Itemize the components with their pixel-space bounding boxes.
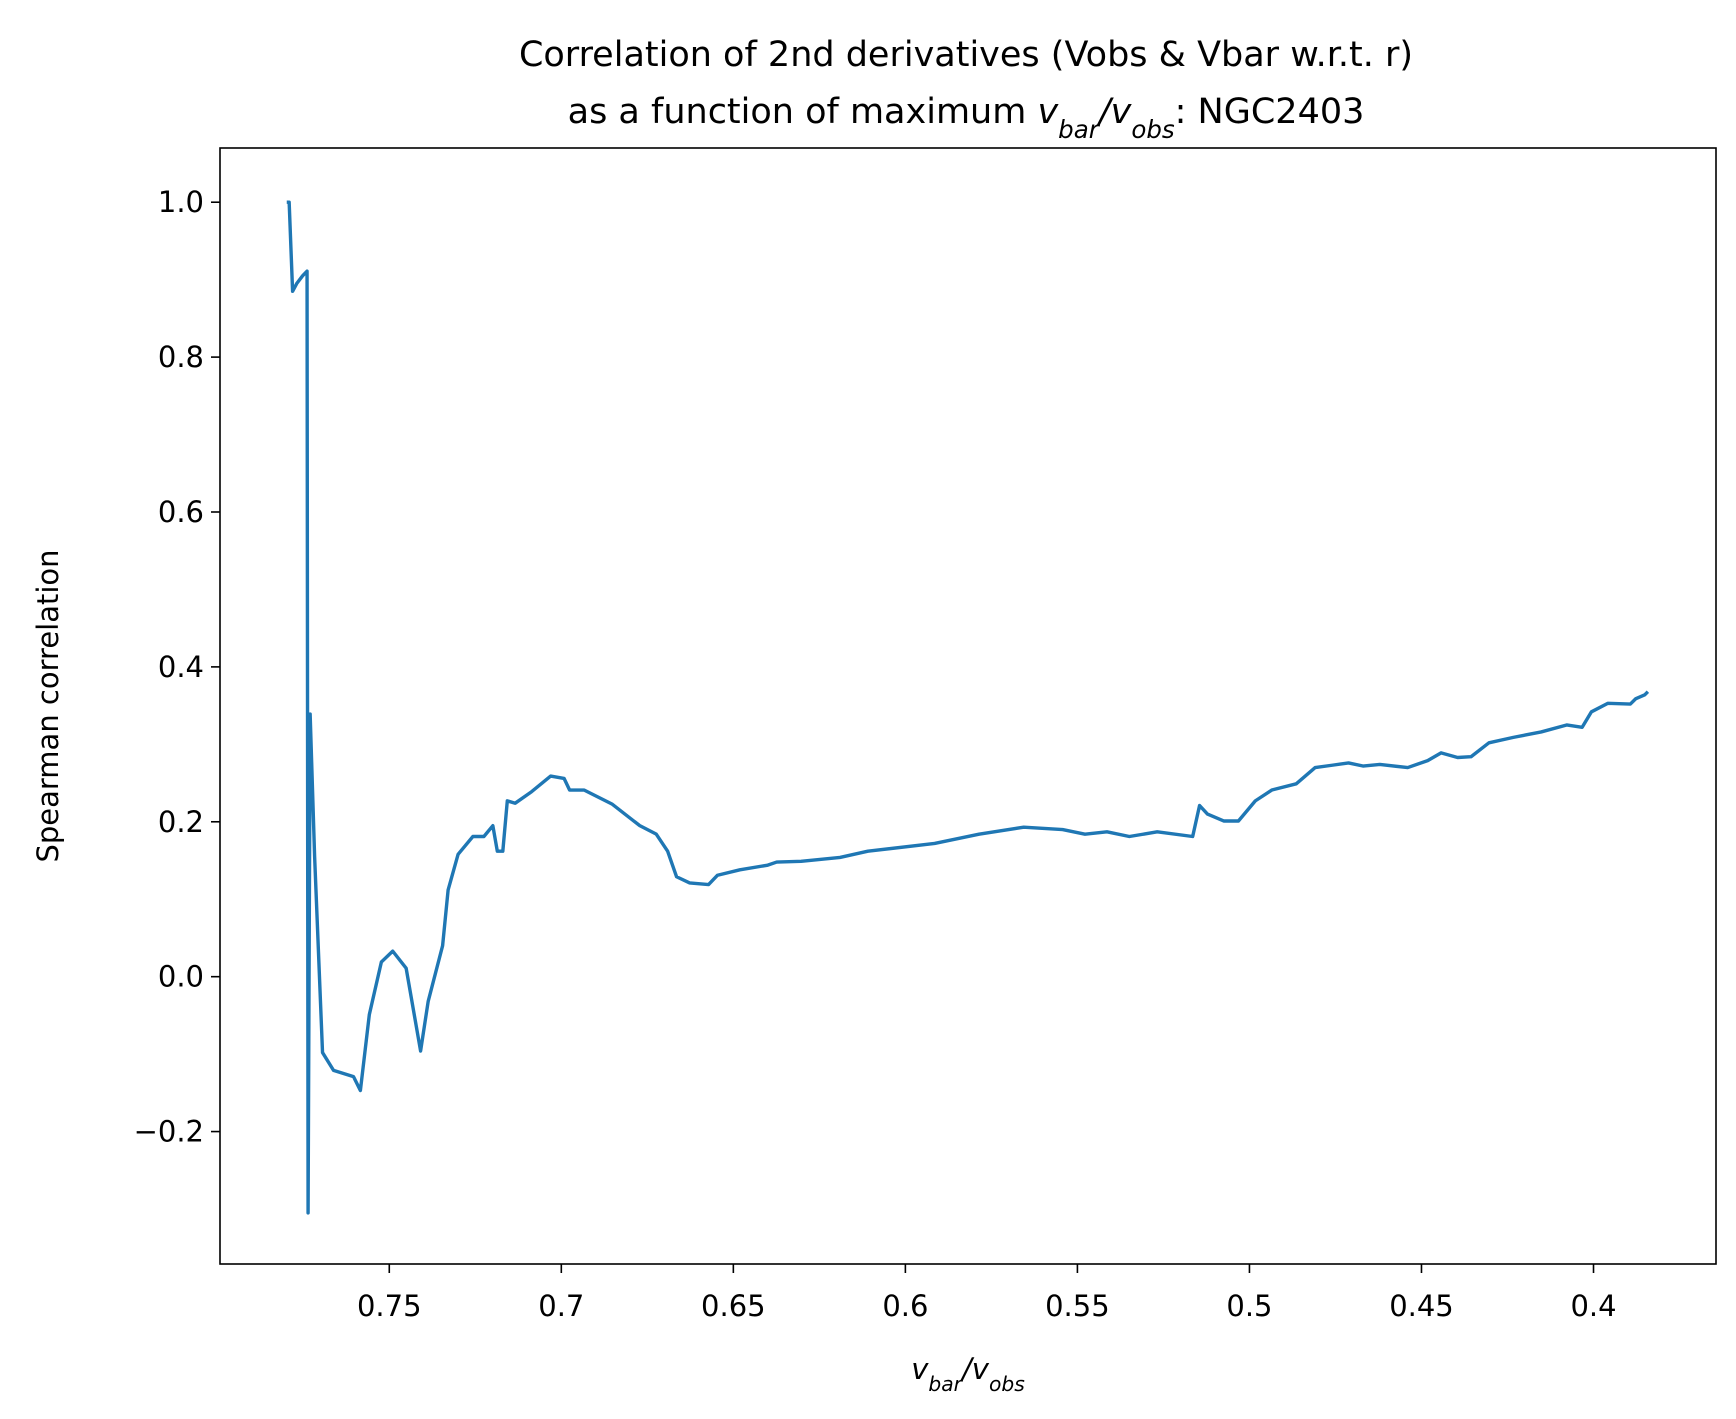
text-part: / [1096, 92, 1114, 132]
y-tick-label: 0.4 [158, 650, 204, 684]
text-part: v [1037, 92, 1059, 132]
text-part: as a function of maximum [568, 92, 1038, 132]
x-tick-label: 0.65 [701, 1289, 766, 1323]
text-part: obs [989, 1372, 1025, 1396]
x-tick-label: 0.55 [1045, 1289, 1110, 1323]
x-tick-label: 0.7 [538, 1289, 584, 1323]
x-tick-label: 0.4 [1570, 1289, 1616, 1323]
x-tick-label: 0.6 [882, 1289, 928, 1323]
plot-frame [219, 147, 1717, 1265]
y-tick-label: 0.6 [158, 495, 204, 529]
y-tick-label: 0.8 [158, 340, 204, 374]
y-axis-label: Spearman correlation [31, 549, 65, 862]
text-part: obs [1131, 115, 1175, 144]
x-axis-label: vbar/vobs [911, 1352, 1025, 1396]
x-tick-label: 0.5 [1226, 1289, 1272, 1323]
text-part: v [1111, 92, 1133, 132]
y-tick-label: −0.2 [134, 1115, 204, 1149]
text-part: : NGC2403 [1175, 92, 1365, 132]
text-part: v [972, 1352, 990, 1386]
y-tick-label: 1.0 [158, 185, 204, 219]
text-part: bar [928, 1372, 963, 1396]
x-tick-label: 0.75 [357, 1289, 422, 1323]
text-part: / [959, 1352, 975, 1386]
y-tick-label: 0.0 [158, 960, 204, 994]
text-part: v [911, 1352, 929, 1386]
chart-title: as a function of maximum vbar/vobs: NGC2… [568, 92, 1365, 144]
data-line [286, 200, 1650, 1215]
text-part: bar [1058, 115, 1101, 144]
chart-title: Correlation of 2nd derivatives (Vobs & V… [519, 35, 1413, 75]
x-tick-label: 0.45 [1389, 1289, 1454, 1323]
y-tick-label: 0.2 [158, 805, 204, 839]
